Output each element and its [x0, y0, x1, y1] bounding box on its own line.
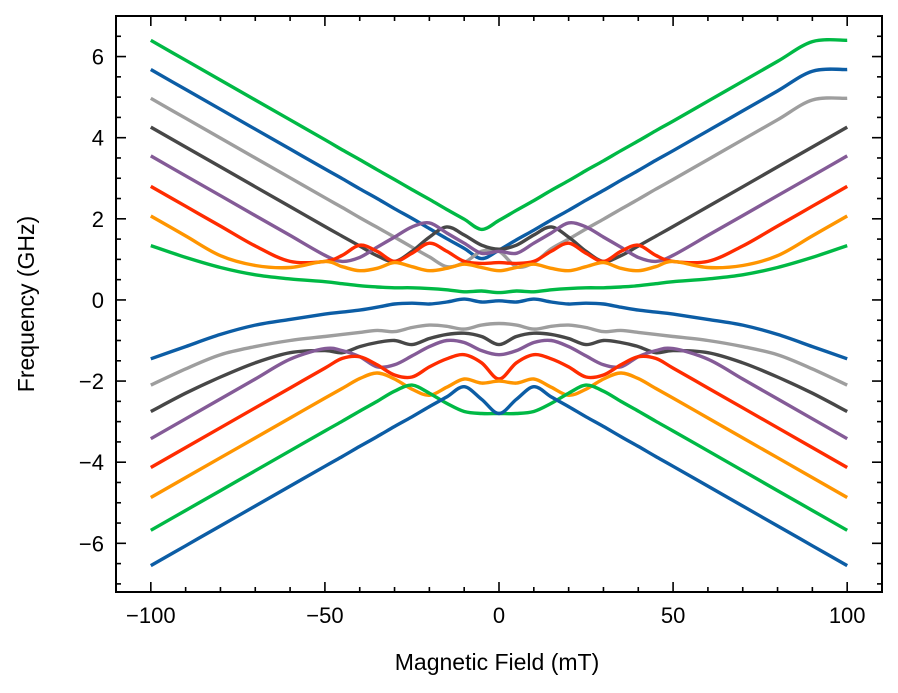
y-tick-label: 0	[92, 288, 104, 313]
x-tick-label: −50	[306, 603, 343, 628]
x-tick-label: 100	[829, 603, 866, 628]
series-line-16	[149, 385, 849, 568]
plot-frame	[115, 15, 883, 593]
x-axis-label: Magnetic Field (mT)	[395, 649, 599, 675]
series-line-10	[150, 321, 848, 387]
series-line-14	[149, 371, 849, 499]
series-line-2	[149, 67, 848, 261]
y-tick-label: 6	[92, 45, 104, 70]
y-tick-label: −6	[79, 531, 104, 556]
series-line-4	[149, 125, 849, 264]
x-tick-label: −100	[126, 603, 176, 628]
series-line-11	[150, 331, 848, 414]
x-tick-label: 0	[493, 603, 505, 628]
series-line-13	[149, 352, 849, 469]
x-tick-label: 50	[661, 603, 685, 628]
series-line-1	[149, 37, 848, 232]
series-line-7	[149, 214, 849, 273]
y-tick-label: −2	[79, 369, 104, 394]
series-layer	[149, 37, 849, 568]
y-tick-label: −4	[79, 450, 104, 475]
series-line-3	[149, 96, 848, 269]
series-line-12	[149, 338, 849, 441]
y-axis-label: Frequency (GHz)	[13, 216, 39, 392]
y-tick-label: 4	[92, 126, 104, 151]
series-line-5	[149, 154, 849, 264]
series-line-8	[150, 243, 848, 295]
series-line-9	[150, 297, 848, 361]
tick-layer: −100 −50 0 50 100 −6 −4 −2 0 2 4 6	[79, 15, 883, 628]
y-tick-label: 2	[92, 207, 104, 232]
